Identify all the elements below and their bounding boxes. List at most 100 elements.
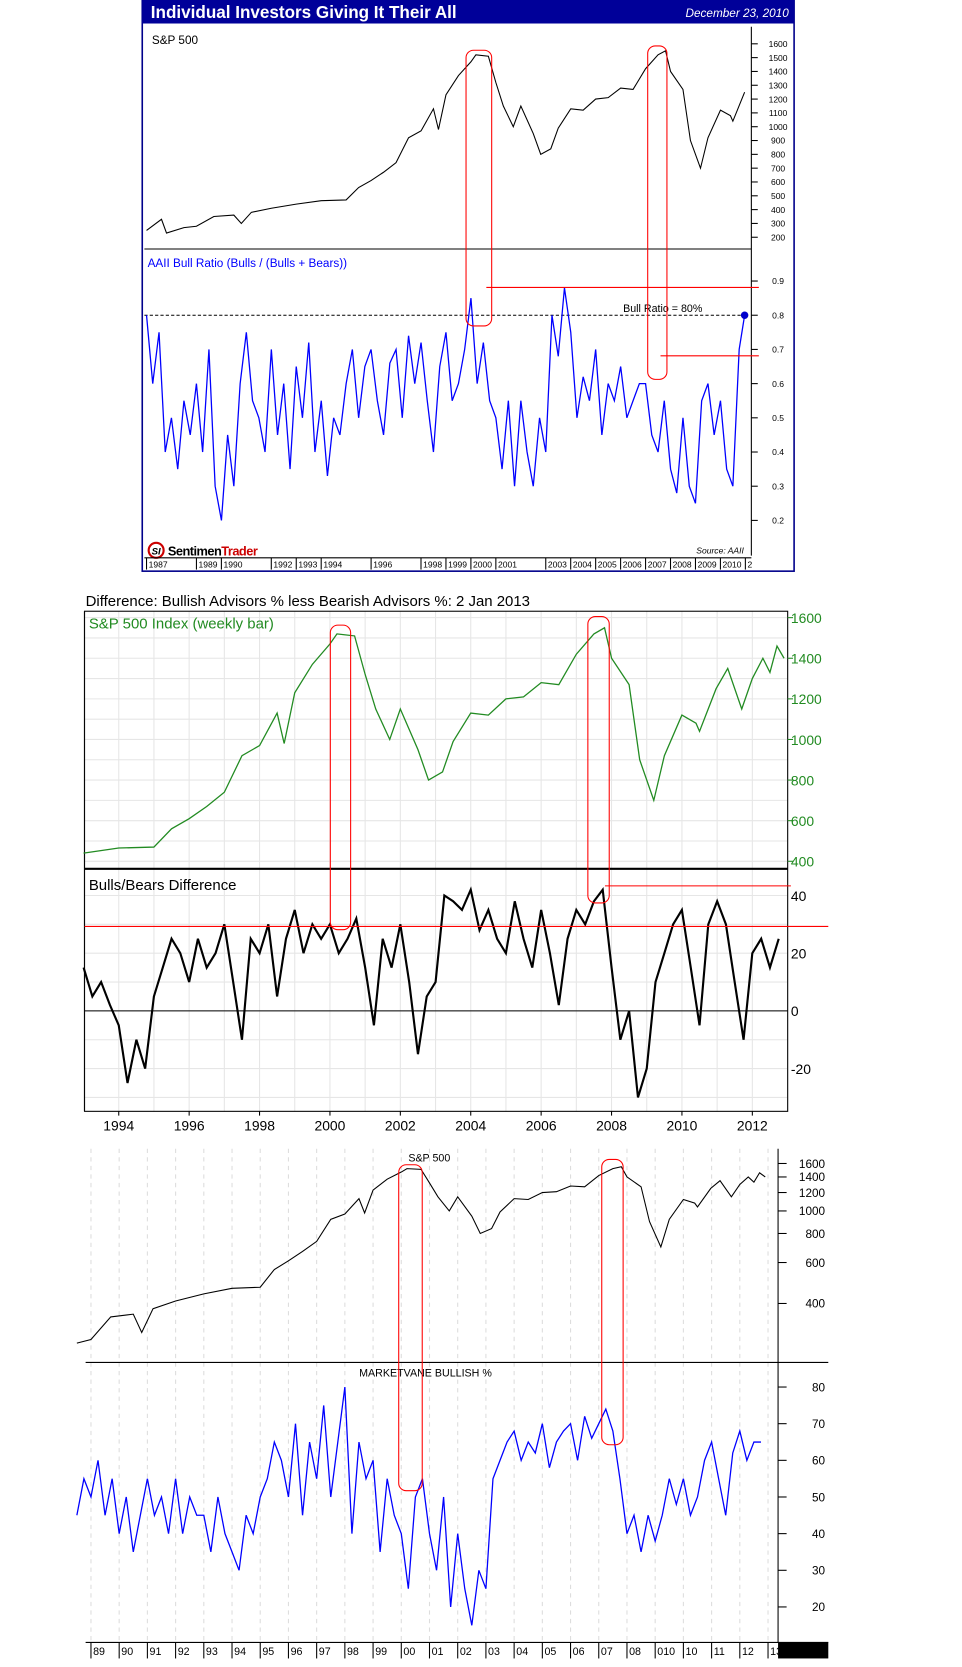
y-tick-label: 0.4	[772, 447, 784, 457]
x-tick-label: 99	[375, 1646, 387, 1658]
x-tick-label: 2001	[498, 559, 517, 569]
y-tick-label: 70	[812, 1418, 826, 1431]
x-tick-label: 07	[601, 1646, 613, 1658]
panel-frame	[141, 0, 795, 572]
y-tick-label: 1600	[769, 39, 788, 49]
x-tick-label: 2000	[473, 559, 492, 569]
y-tick-label: 400	[805, 1298, 825, 1311]
x-tick-label: 2008	[673, 559, 692, 569]
y-tick-label: 900	[771, 136, 785, 146]
highlight-box-2000	[465, 49, 493, 327]
axis-ticks: 89 90 91 92 93 94 95 96 97 98 99 00 01 02 03 04 05 06 07 08…	[90, 1158, 826, 1659]
x-tick-label: 1998	[244, 1118, 275, 1134]
y-tick-label: 0.3	[772, 481, 784, 491]
x-tick-label: 2004	[455, 1118, 486, 1134]
x-tick-label: 1987	[149, 559, 168, 569]
latest-value-dot	[740, 311, 749, 319]
y-tick-label: 1500	[769, 53, 788, 63]
x-tick-label: 1999	[448, 559, 467, 569]
marketvane-chart-panel: S&P 500 MARKETVANE BULLISH % 89 90 91 92 93 9…	[76, 1148, 829, 1659]
y-tick-label: 800	[771, 150, 785, 160]
highlights	[465, 45, 759, 380]
x-tick-label: 00	[403, 1646, 415, 1658]
x-tick-label: 1989	[199, 559, 218, 569]
x-tick-label: 04	[516, 1646, 528, 1658]
x-tick-label: 1998	[423, 559, 442, 569]
x-tick-label: 05	[544, 1646, 556, 1658]
sentimentrader-logo: SI SentimenTrader	[147, 541, 258, 559]
y-tick-label: 0.5	[772, 413, 784, 423]
grid	[90, 1148, 769, 1643]
y-tick-label: 0.9	[772, 276, 784, 286]
y-tick-label: 1400	[769, 67, 788, 77]
x-tick-label: 1996	[174, 1118, 205, 1134]
y-tick-label: 300	[771, 219, 785, 229]
y-tick-label: 1400	[791, 651, 822, 667]
y-tick-label: 800	[791, 772, 814, 788]
highlights	[84, 616, 829, 931]
x-tick-label: 2000	[315, 1118, 346, 1134]
y-tick-label: 40	[812, 1528, 826, 1541]
highlight-box-2000	[398, 1164, 423, 1492]
marketvane-bullish-series-line	[76, 1386, 761, 1626]
x-tick-label: 94	[234, 1646, 246, 1658]
x-tick-label: 2010	[723, 559, 742, 569]
sp500-label: S&P 500	[152, 34, 199, 47]
x-tick-label: 90	[121, 1646, 133, 1658]
highlights	[398, 1158, 624, 1492]
x-tick-label: 11	[714, 1646, 725, 1658]
y-tick-label: 40	[791, 888, 807, 904]
y-tick-label: 0.6	[772, 379, 784, 389]
bulls-bears-difference-line	[82, 886, 780, 1098]
x-tick-label: 12	[742, 1646, 754, 1658]
x-tick-label: 06	[573, 1646, 585, 1658]
highlight-box-2007	[587, 616, 610, 904]
axis-corner-block	[778, 1642, 829, 1659]
y-tick-label: 20	[791, 946, 807, 962]
y-tick-label: 200	[771, 232, 785, 242]
x-tick-label: 2	[748, 559, 753, 569]
y-tick-label: 0	[791, 1003, 799, 1019]
x-tick-label: 98	[347, 1646, 359, 1658]
difference-label: Bulls/Bears Difference	[89, 877, 237, 894]
bull-ratio-series-line	[145, 287, 746, 521]
grid	[83, 611, 789, 1112]
y-tick-label: 0.7	[772, 345, 784, 355]
x-tick-label: 2012	[737, 1118, 768, 1134]
y-tick-label: -20	[791, 1061, 811, 1077]
axis-ticks: 1600 1400 1200 1000 800 600 400 40 20 0 -20 1994 199…	[103, 610, 822, 1134]
x-tick-label: 08	[629, 1646, 641, 1658]
chart-title: Difference: Bullish Advisors % less Bear…	[86, 593, 530, 610]
x-tick-label: 03	[488, 1646, 500, 1658]
x-tick-label: 1990	[224, 559, 243, 569]
x-tick-label: 1992	[273, 559, 292, 569]
title-bar	[142, 0, 795, 24]
sp500-weekly-series-line	[83, 626, 785, 854]
x-tick-label: 95	[262, 1646, 274, 1658]
aaii-chart-panel: Individual Investors Giving It Their All…	[141, 0, 795, 572]
x-tick-label: 2009	[698, 559, 717, 569]
chart-title: Individual Investors Giving It Their All	[151, 3, 457, 22]
highlight-box-2000	[329, 624, 352, 931]
y-tick-label: 1000	[799, 1205, 826, 1218]
x-tick-label: 91	[150, 1646, 162, 1658]
x-tick-label: 2006	[623, 559, 642, 569]
y-tick-label: 60	[812, 1455, 826, 1468]
y-tick-label: 1600	[791, 610, 822, 626]
y-tick-label: 1200	[791, 691, 822, 707]
p3-series-group	[76, 1166, 766, 1626]
x-tick-label: 10	[686, 1646, 698, 1658]
p2-series-group	[82, 626, 785, 1098]
sp500-label: S&P 500	[408, 1153, 450, 1165]
x-tick-label: 2003	[548, 559, 567, 569]
y-tick-label: 80	[812, 1381, 826, 1394]
x-tick-label: 1996	[373, 559, 392, 569]
y-tick-label: 30	[812, 1565, 826, 1578]
highlight-box-2007	[647, 45, 668, 380]
y-tick-label: 1400	[799, 1171, 826, 1184]
right-axis-ticks: 1600 1500 1400 1300 1200 1100 1000 900 800 700 600…	[751, 39, 788, 526]
y-tick-label: 0.2	[772, 516, 784, 526]
x-tick-label: 93	[206, 1646, 218, 1658]
sp500-series-line	[76, 1166, 766, 1344]
